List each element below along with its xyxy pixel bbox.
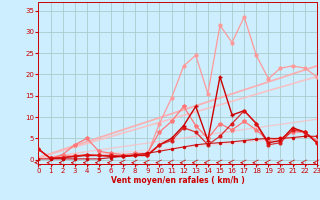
X-axis label: Vent moyen/en rafales ( km/h ): Vent moyen/en rafales ( km/h ) [111,176,244,185]
